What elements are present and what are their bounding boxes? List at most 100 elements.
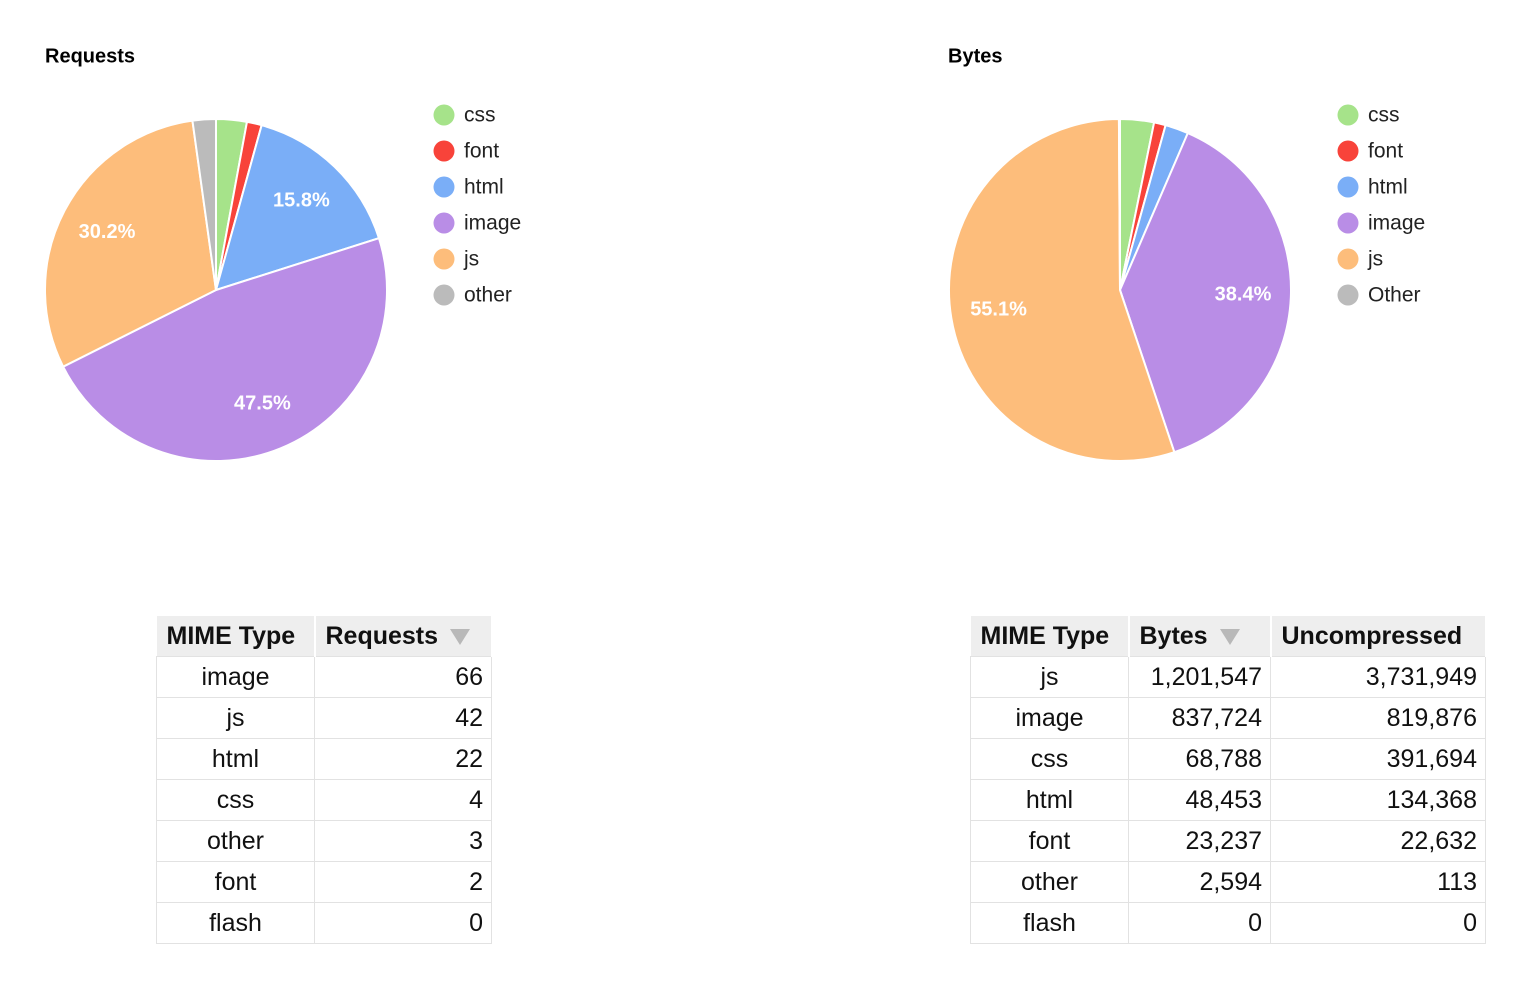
table-row: flash 0 [156, 902, 492, 944]
legend-label: image [464, 212, 521, 235]
slice-label: 38.4% [1215, 283, 1272, 305]
pie-slice [1118, 131, 1292, 454]
table-row: other 2,594 113 [970, 861, 1486, 903]
table-row: html 48,453 134,368 [970, 779, 1486, 821]
table-row: image 837,724 819,876 [970, 697, 1486, 739]
table-cell: 0 [1270, 902, 1486, 944]
table-cell: 134,368 [1270, 779, 1486, 821]
column-header[interactable]: Requests [314, 616, 493, 657]
table-cell: 3 [314, 820, 492, 862]
table-cell: image [970, 697, 1129, 739]
table-row: css 68,788 391,694 [970, 738, 1486, 780]
slice-label: 15.8% [273, 190, 330, 212]
header-text: Requests [325, 621, 439, 650]
table-cell: 22 [314, 738, 492, 780]
legend-label: other [464, 284, 512, 307]
chart-title: Requests [45, 45, 135, 67]
legend-marker [433, 104, 455, 126]
table-cell: 42 [314, 697, 492, 739]
legend-label: css [1368, 104, 1400, 127]
legend-marker [433, 176, 455, 198]
table-cell: 1,201,547 [1128, 656, 1271, 698]
table-cell: image [156, 656, 315, 698]
table-cell: flash [970, 902, 1129, 944]
charts: Requests 15.8% 47.5% 30.2% css font html image j… [44, 45, 1425, 462]
pie-slice [214, 123, 381, 292]
table-cell: 3,731,949 [1270, 656, 1486, 698]
slice-label: 55.1% [970, 298, 1027, 320]
legend-marker [1337, 176, 1359, 198]
table-cell: 0 [314, 902, 492, 944]
legend-label: js [463, 248, 479, 271]
table-row: flash 0 0 [970, 902, 1486, 944]
legend-marker [1337, 284, 1359, 306]
legend-marker [1337, 212, 1359, 234]
table-cell: font [970, 820, 1129, 862]
header-text: Uncompressed [1281, 621, 1463, 650]
pie-slice [191, 117, 217, 291]
legend-label: font [464, 140, 499, 163]
legend-marker [1337, 248, 1359, 270]
column-header[interactable]: Uncompressed [1270, 616, 1487, 657]
table-cell: flash [156, 902, 315, 944]
table-row: font 23,237 22,632 [970, 820, 1486, 862]
table-row: image 66 [156, 656, 492, 698]
legend-marker [433, 284, 455, 306]
legend-label: font [1368, 140, 1403, 163]
table-row: font 2 [156, 861, 492, 903]
column-header[interactable]: Bytes [1128, 616, 1272, 657]
data-table: MIME Type Requests image 66 js 42 html 22 css 4 ot… [156, 616, 493, 944]
data-table: MIME Type Bytes Uncompressed js 1,201,547 3,7… [970, 616, 1487, 944]
chart-title: Bytes [948, 45, 1002, 67]
table-cell: other [156, 820, 315, 862]
table-row: js 1,201,547 3,731,949 [970, 656, 1486, 698]
header-text: MIME Type [166, 621, 296, 650]
pie-slice [61, 236, 388, 462]
table-cell: 0 [1128, 902, 1271, 944]
legend-marker [433, 140, 455, 162]
table-cell: 113 [1270, 861, 1486, 903]
slice-label: 30.2% [79, 221, 136, 243]
header-text: MIME Type [980, 621, 1110, 650]
legend-label: Other [1368, 284, 1421, 307]
table-cell: 48,453 [1128, 779, 1271, 821]
table-cell: css [156, 779, 315, 821]
legend-label: css [464, 104, 496, 127]
legend-label: html [464, 176, 504, 199]
table-cell: js [156, 697, 315, 739]
sort-arrow [1219, 628, 1240, 645]
header-row: MIME Type Bytes Uncompressed [970, 616, 1487, 657]
header-text: Bytes [1139, 621, 1208, 650]
table-cell: 391,694 [1270, 738, 1486, 780]
sort-arrow [450, 628, 471, 645]
legend-marker [1337, 140, 1359, 162]
table-cell: 2,594 [1128, 861, 1271, 903]
table-cell: html [156, 738, 315, 780]
table-row: css 4 [156, 779, 492, 821]
table-cell: 819,876 [1270, 697, 1486, 739]
legend-marker [433, 212, 455, 234]
table-row: html 22 [156, 738, 492, 780]
legend-label: image [1368, 212, 1425, 235]
table-row: js 42 [156, 697, 492, 739]
table-cell: 4 [314, 779, 492, 821]
table-cell: 2 [314, 861, 492, 903]
table-cell: 22,632 [1270, 820, 1486, 862]
column-header[interactable]: MIME Type [970, 616, 1130, 657]
pie-slice [44, 119, 218, 369]
table-cell: html [970, 779, 1129, 821]
table-cell: 837,724 [1128, 697, 1271, 739]
legend-marker [1337, 104, 1359, 126]
table-cell: css [970, 738, 1129, 780]
table-cell: font [156, 861, 315, 903]
legend-marker [433, 248, 455, 270]
column-header[interactable]: MIME Type [156, 616, 316, 657]
table-row: other 3 [156, 820, 492, 862]
pie-slice [948, 117, 1176, 462]
table-cell: 23,237 [1128, 820, 1271, 862]
table-cell: other [970, 861, 1129, 903]
table-cell: 66 [314, 656, 492, 698]
table-cell: js [970, 656, 1129, 698]
slice-label: 47.5% [234, 392, 291, 414]
